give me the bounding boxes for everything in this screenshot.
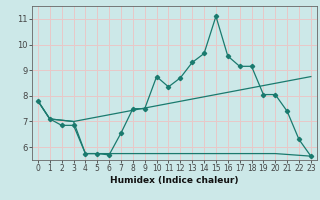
X-axis label: Humidex (Indice chaleur): Humidex (Indice chaleur) — [110, 176, 239, 185]
